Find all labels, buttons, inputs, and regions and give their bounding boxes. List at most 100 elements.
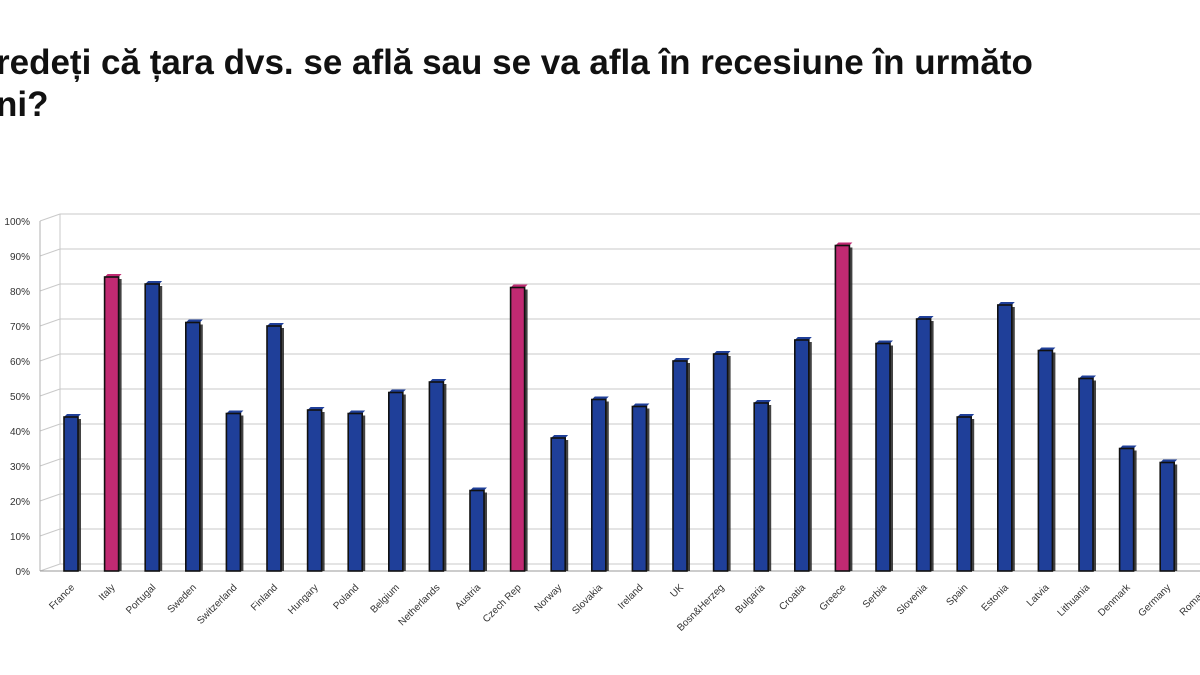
bar-face bbox=[996, 304, 1013, 572]
chart-title: redeți că țara dvs. se află sau se va af… bbox=[0, 42, 1200, 126]
bar bbox=[1037, 347, 1056, 572]
bar bbox=[672, 358, 690, 572]
x-tick-label: Serbia bbox=[861, 582, 890, 611]
bar bbox=[347, 410, 366, 572]
y-tick-label: 50% bbox=[10, 392, 30, 403]
bar bbox=[509, 284, 528, 572]
chart-title-line-2: ni? bbox=[0, 85, 49, 124]
bar-face bbox=[185, 321, 201, 572]
bar-face bbox=[956, 416, 973, 572]
x-tick-label: Bulgaria bbox=[734, 582, 768, 616]
bar bbox=[834, 242, 853, 572]
bar bbox=[1159, 459, 1178, 572]
gridline-depth bbox=[39, 388, 61, 397]
bar-face bbox=[103, 276, 120, 572]
bar bbox=[753, 400, 772, 572]
bar-face bbox=[509, 286, 526, 572]
gridline-depth bbox=[39, 528, 61, 537]
bar-face bbox=[1118, 447, 1135, 572]
x-tick-label: Denmark bbox=[1096, 582, 1133, 619]
bar bbox=[63, 414, 81, 572]
x-tick-label: Portugal bbox=[124, 582, 158, 616]
bar bbox=[144, 281, 163, 572]
x-tick-label: Lithuania bbox=[1056, 582, 1093, 619]
y-tick-label: 100% bbox=[4, 217, 30, 228]
y-tick-label: 80% bbox=[10, 287, 30, 298]
bar-face bbox=[469, 489, 485, 572]
x-tick-label: Finland bbox=[249, 582, 280, 613]
y-tick-label: 40% bbox=[10, 427, 30, 438]
gridline-depth bbox=[39, 423, 61, 432]
bar-face bbox=[347, 412, 364, 572]
x-tick-label: Czech Rep bbox=[481, 582, 524, 625]
bar-face bbox=[793, 339, 810, 572]
bar-face bbox=[550, 437, 567, 572]
bar bbox=[387, 389, 406, 572]
bar-face bbox=[875, 342, 891, 572]
gridlines bbox=[39, 213, 1200, 572]
x-tick-label: Hungary bbox=[286, 582, 321, 617]
y-tick-label: 30% bbox=[10, 462, 30, 473]
y-tick-label: 10% bbox=[10, 532, 30, 543]
bar bbox=[1118, 445, 1137, 572]
gridline-depth bbox=[39, 493, 61, 502]
x-tick-label: Croatia bbox=[777, 582, 808, 613]
x-tick-label: Slovenia bbox=[895, 582, 930, 617]
bar-face bbox=[63, 416, 79, 572]
gridline-depth bbox=[39, 353, 61, 362]
bar-face bbox=[1078, 377, 1094, 572]
bar bbox=[631, 403, 650, 572]
x-tick-label: Italy bbox=[97, 582, 118, 603]
y-axis: 0% 10% 20% 30% 40% 50% 60% 70% 80% 90% 100% bbox=[4, 217, 30, 578]
bar-face bbox=[712, 353, 729, 572]
gridline-depth bbox=[39, 318, 61, 327]
bar-face bbox=[1159, 461, 1175, 572]
gridline-depth bbox=[39, 283, 61, 292]
bar bbox=[306, 407, 325, 572]
y-tick-label: 90% bbox=[10, 252, 30, 263]
x-tick-label: Ireland bbox=[616, 582, 645, 611]
y-tick-label: 70% bbox=[10, 322, 30, 333]
bar-face bbox=[672, 360, 688, 572]
bar-face bbox=[387, 391, 404, 572]
bar-face bbox=[306, 409, 323, 572]
bar-face bbox=[590, 398, 607, 572]
bar bbox=[915, 316, 934, 572]
bar bbox=[550, 435, 569, 572]
gridline-depth bbox=[39, 213, 61, 222]
gridline-depth bbox=[39, 248, 61, 257]
bar bbox=[428, 379, 447, 572]
bar bbox=[996, 302, 1015, 572]
x-tick-label: Slovakia bbox=[570, 582, 605, 617]
bar bbox=[712, 351, 731, 572]
x-tick-label: Romania bbox=[1178, 582, 1200, 618]
x-tick-label: Poland bbox=[332, 582, 362, 612]
x-tick-label: Belgium bbox=[369, 582, 402, 615]
bar bbox=[225, 410, 244, 572]
bar bbox=[956, 414, 975, 572]
bar-face bbox=[428, 381, 445, 572]
gridline-depth bbox=[39, 563, 61, 572]
bar-face bbox=[266, 325, 282, 572]
x-tick-label: Germany bbox=[1136, 582, 1173, 619]
bar-face bbox=[753, 402, 770, 572]
x-tick-label: Estonia bbox=[980, 582, 1012, 614]
x-tick-label: Netherlands bbox=[397, 582, 443, 628]
bar-face bbox=[915, 318, 932, 572]
x-tick-label: Switzerland bbox=[195, 582, 239, 626]
x-tick-label: Sweden bbox=[166, 582, 199, 615]
bar-face bbox=[631, 405, 648, 572]
bar bbox=[793, 337, 812, 572]
bar bbox=[103, 274, 122, 572]
y-tick-label: 20% bbox=[10, 497, 30, 508]
x-tick-label: Spain bbox=[944, 582, 970, 608]
bar-face bbox=[1037, 349, 1054, 572]
x-tick-label: Greece bbox=[818, 582, 849, 613]
x-tick-label: Latvia bbox=[1025, 582, 1052, 609]
bar bbox=[1078, 375, 1096, 572]
bar bbox=[185, 319, 203, 572]
bar-face bbox=[144, 283, 160, 572]
gridline-depth bbox=[39, 458, 61, 467]
